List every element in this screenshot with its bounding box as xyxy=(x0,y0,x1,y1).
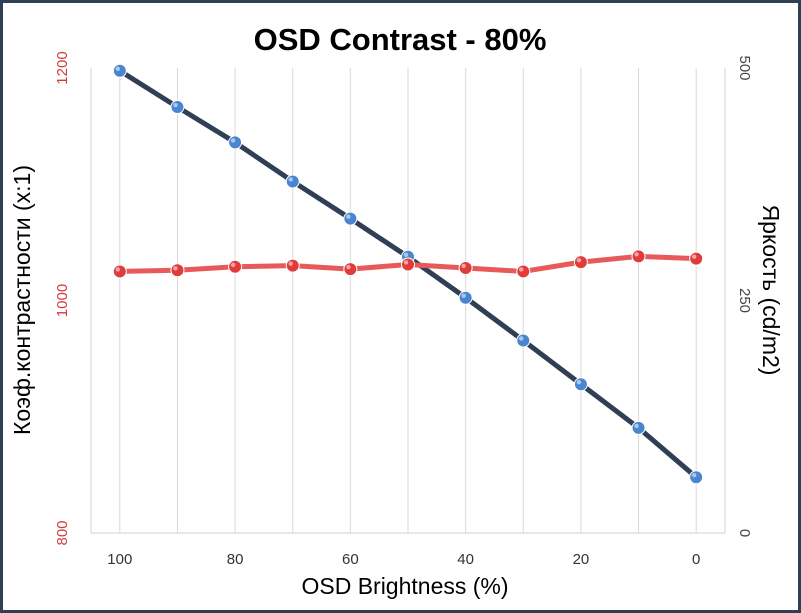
x-axis-label: OSD Brightness (%) xyxy=(301,573,508,599)
axes xyxy=(90,68,726,534)
data-point xyxy=(516,264,531,279)
chart-title: OSD Contrast - 80% xyxy=(254,22,547,57)
y-right-tick-label: 500 xyxy=(736,55,753,80)
data-point-highlight xyxy=(346,264,351,270)
x-tick-label: 20 xyxy=(573,551,590,568)
data-point-highlight xyxy=(519,336,524,341)
y-axis-left-label: Коэф.контрастности (x:1) xyxy=(9,165,35,435)
data-point xyxy=(631,420,646,435)
tick-labels: 100 80 60 40 20 0 800 1000 1200 0 250 500 xyxy=(54,51,753,568)
data-point-highlight xyxy=(634,423,639,429)
data-point xyxy=(458,260,473,275)
y-axis-right-label: Яркость (cd/m2) xyxy=(758,205,784,376)
data-point xyxy=(170,100,185,115)
data-point-highlight xyxy=(288,261,293,266)
data-point-highlight xyxy=(173,102,178,108)
data-point-highlight xyxy=(403,252,409,257)
data-point-highlight xyxy=(230,262,236,267)
data-point-highlight xyxy=(461,293,466,298)
data-point-highlight xyxy=(403,260,409,265)
data-point-highlight xyxy=(230,138,236,143)
data-point-highlight xyxy=(115,267,121,272)
data-point-highlight xyxy=(691,254,697,259)
data-point xyxy=(458,290,473,305)
data-point-highlight xyxy=(576,380,582,385)
y-left-tick-label: 800 xyxy=(54,520,71,545)
series-contrast xyxy=(112,249,704,279)
data-point xyxy=(343,211,358,226)
x-tick-label: 100 xyxy=(107,551,132,568)
data-point xyxy=(112,63,127,78)
data-point xyxy=(228,135,243,150)
data-point xyxy=(401,257,415,272)
data-point xyxy=(573,377,588,392)
gridlines xyxy=(119,68,697,533)
y-right-tick-label: 250 xyxy=(736,288,753,313)
series-brightness xyxy=(112,63,704,485)
y-left-tick-label: 1200 xyxy=(54,51,71,84)
y-right-tick-label: 0 xyxy=(736,529,753,537)
data-point-highlight xyxy=(173,266,178,271)
data-point-highlight xyxy=(115,66,121,71)
data-point xyxy=(170,263,185,278)
data-point xyxy=(516,333,531,348)
data-point xyxy=(631,249,646,264)
data-point xyxy=(285,174,300,189)
data-point-highlight xyxy=(691,473,697,478)
data-point xyxy=(689,470,704,485)
data-point xyxy=(573,255,588,270)
data-point-highlight xyxy=(519,267,524,272)
data-point xyxy=(228,259,243,274)
data-point-highlight xyxy=(461,263,466,269)
data-point xyxy=(343,262,358,277)
series-layer xyxy=(112,63,704,485)
y-left-tick-label: 1000 xyxy=(54,284,71,317)
x-tick-label: 60 xyxy=(342,551,359,568)
x-tick-label: 40 xyxy=(457,551,474,568)
data-point-highlight xyxy=(346,214,351,219)
data-point-highlight xyxy=(576,257,582,263)
data-point-highlight xyxy=(288,177,293,182)
data-point xyxy=(689,251,704,266)
data-point xyxy=(285,258,300,273)
x-tick-label: 80 xyxy=(227,551,244,568)
x-tick-label: 0 xyxy=(692,551,700,568)
data-point xyxy=(112,264,127,279)
data-point-highlight xyxy=(634,252,639,257)
